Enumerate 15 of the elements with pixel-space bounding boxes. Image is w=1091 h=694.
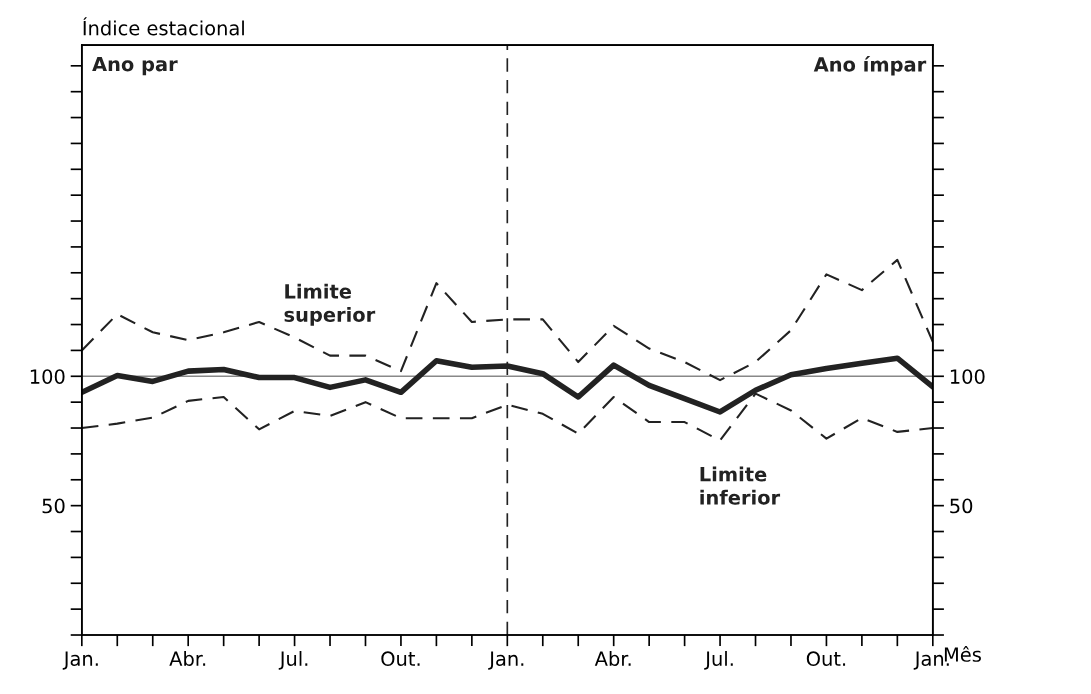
x-tick-label: Jan.: [488, 651, 524, 670]
x-tick-label: Jul.: [278, 650, 308, 670]
x-tick-label: Abr.: [169, 650, 206, 667]
y2-tick-label: 100: [950, 369, 985, 384]
x-tick-label: Jul.: [704, 650, 733, 670]
annotation: Ano ímpar: [813, 55, 927, 76]
annotation: Limite inferior: [700, 466, 781, 505]
x-tick-label: Out.: [381, 651, 420, 667]
x-tick-label: Abr.: [594, 650, 631, 667]
annotation: Limite superior: [284, 283, 376, 326]
x-tick-label: Jan.: [62, 651, 98, 670]
y-axis-title: Índice estacional: [83, 17, 244, 36]
annotation: Ano par: [92, 56, 178, 76]
y2-tick-label: 50: [950, 498, 973, 514]
x-tick-label: Out.: [806, 651, 846, 667]
